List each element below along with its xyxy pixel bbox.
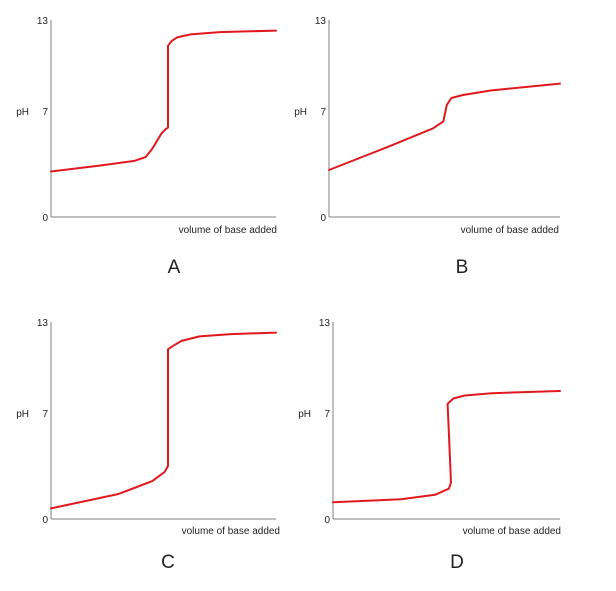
y-tick-label: 13: [37, 16, 49, 27]
panel-label: D: [450, 552, 464, 573]
panel-label: B: [456, 257, 469, 278]
panel-label: A: [168, 257, 181, 278]
series-line-b: [328, 82, 561, 171]
panel-label: C: [161, 552, 175, 573]
y-tick-label: 7: [42, 107, 48, 118]
y-tick-label: 13: [315, 16, 327, 27]
y-tick-label: 0: [42, 515, 48, 526]
series-line-a: [50, 29, 277, 173]
chart-panel-d: 0 7 13 pH volume of base added D: [298, 318, 561, 573]
x-axis-label: volume of base added: [461, 225, 559, 236]
y-tick-label: 0: [42, 213, 48, 224]
series-line-c: [50, 331, 277, 510]
chart-panel-b: 0 7 13 pH volume of base added B: [294, 16, 561, 278]
y-tick-label: 7: [324, 409, 330, 420]
y-tick-label: 0: [324, 515, 330, 526]
y-axis-label: pH: [16, 107, 29, 118]
chart-panel-c: 0 7 13 pH volume of base added C: [16, 318, 280, 573]
y-tick-label: 13: [37, 318, 49, 329]
y-tick-label: 0: [320, 213, 326, 224]
y-tick-label: 7: [42, 409, 48, 420]
chart-panel-a: 0 7 13 pH volume of base added A: [16, 16, 277, 278]
x-axis-label: volume of base added: [463, 526, 561, 537]
y-axis-label: pH: [16, 409, 29, 420]
y-tick-label: 13: [319, 318, 331, 329]
y-tick-label: 7: [320, 107, 326, 118]
y-axis-label: pH: [294, 107, 307, 118]
series-line-d: [332, 390, 561, 504]
x-axis-label: volume of base added: [182, 526, 280, 537]
y-axis-label: pH: [298, 409, 311, 420]
x-axis-label: volume of base added: [179, 225, 277, 236]
